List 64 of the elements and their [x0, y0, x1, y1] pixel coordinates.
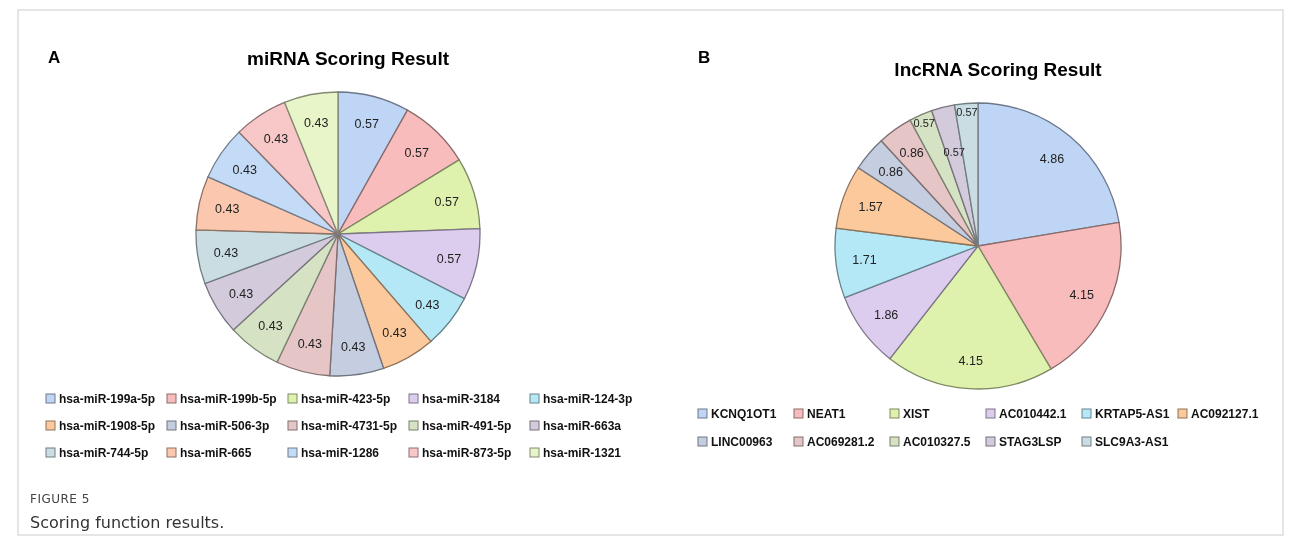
legend-label: hsa-miR-1321 [543, 446, 622, 460]
chart-title: miRNA Scoring Result [247, 48, 450, 69]
text: Scoring function results. [30, 513, 225, 532]
data-label: 0.43 [297, 337, 322, 352]
legend-label: hsa-miR-873-5p [422, 446, 512, 460]
legend-label: AC010327.5 [903, 435, 971, 449]
caption: FIGURE 5 [30, 492, 90, 506]
legend-label: hsa-miR-744-5p [59, 446, 149, 460]
data-label: 0.43 [341, 339, 366, 354]
chart-title: lncRNA Scoring Result [894, 59, 1103, 80]
legend-label: hsa-miR-199a-5p [59, 392, 156, 406]
data-label: 0.57 [404, 145, 429, 160]
legend-label: hsa-miR-3184 [422, 392, 501, 406]
legend-label: AC010442.1 [999, 407, 1067, 421]
legend-label: AC092127.1 [1191, 407, 1259, 421]
legend-label: STAG3LSP [999, 435, 1062, 449]
data-label: 0.43 [228, 286, 254, 301]
data-label: 1.57 [858, 199, 883, 214]
pie-slice [834, 227, 979, 299]
data-label: 0.86 [899, 146, 924, 161]
pie-slice [337, 109, 460, 235]
data-label: 0.57 [434, 194, 459, 209]
legend-label: hsa-miR-663a [543, 419, 622, 433]
data-label: 1.86 [873, 307, 899, 322]
data-label: 0.57 [943, 145, 965, 158]
data-label: 0.43 [263, 132, 289, 147]
legend-label: hsa-miR-4731-5p [301, 419, 398, 433]
data-label: 0.43 [232, 162, 257, 177]
legend-label: hsa-miR-1286 [301, 446, 380, 460]
pie-slice [835, 167, 979, 247]
data-label: 0.57 [956, 105, 978, 118]
data-label: 4.15 [958, 353, 983, 368]
data-label: 0.86 [878, 165, 903, 180]
legend-label: hsa-miR-1908-5p [59, 419, 156, 433]
legend-label: LINC00963 [711, 435, 773, 449]
data-label: 0.43 [415, 297, 440, 312]
data-label: 1.71 [852, 253, 877, 268]
legend-label: NEAT1 [807, 407, 846, 421]
pie-slice [337, 227, 481, 300]
data-label: 0.57 [436, 251, 462, 266]
data-label: 0.43 [215, 202, 240, 217]
data-label: 0.43 [258, 318, 283, 333]
legend-label: hsa-miR-491-5p [422, 419, 512, 433]
pie-slice [337, 159, 481, 235]
pie-slice [195, 176, 339, 235]
data-label: 0.57 [913, 116, 935, 129]
text: A [48, 48, 61, 67]
data-label: 0.43 [382, 325, 407, 340]
data-label: 4.86 [1039, 152, 1065, 167]
legend-label: hsa-miR-199b-5p [180, 392, 277, 406]
legend-label: hsa-miR-124-3p [543, 392, 633, 406]
legend-label: hsa-miR-506-3p [180, 419, 270, 433]
data-label: 4.15 [1069, 287, 1094, 302]
text: B [698, 48, 711, 67]
legend-label: hsa-miR-665 [180, 446, 252, 460]
data-label: 0.57 [354, 117, 379, 132]
legend-label: hsa-miR-423-5p [301, 392, 391, 406]
legend-label: AC069281.2 [807, 435, 875, 449]
data-label: 0.43 [304, 115, 329, 130]
legend-label: SLC9A3-AS1 [1095, 435, 1169, 449]
legend-label: KCNQ1OT1 [711, 407, 777, 421]
legend-label: XIST [903, 407, 931, 421]
legend-label: KRTAP5-AS1 [1095, 407, 1170, 421]
data-label: 0.43 [213, 245, 239, 260]
